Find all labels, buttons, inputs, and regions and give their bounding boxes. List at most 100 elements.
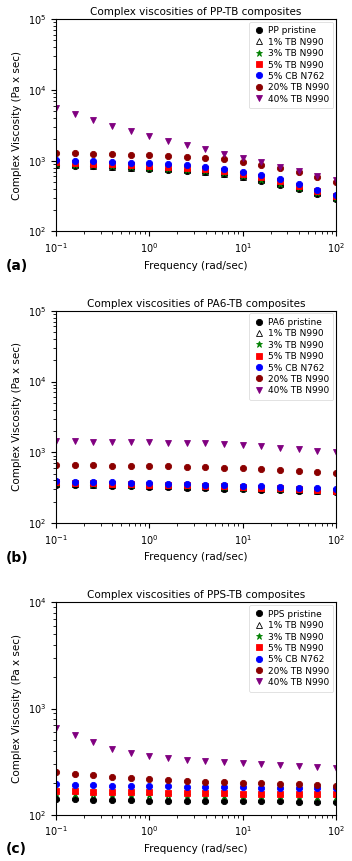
5% TB N990 xyxy=(147,480,151,490)
5% TB N990 xyxy=(222,166,226,177)
PP pristine xyxy=(240,172,245,183)
40% TB N990 xyxy=(240,152,245,163)
1% TB N990 xyxy=(110,162,114,172)
PA6 pristine xyxy=(334,486,338,497)
5% CB N762 xyxy=(110,477,114,487)
5% CB N762 xyxy=(184,782,189,792)
Line: PP pristine: PP pristine xyxy=(53,162,339,201)
5% CB N762 xyxy=(222,480,226,490)
1% TB N990 xyxy=(259,484,264,494)
40% TB N990 xyxy=(240,759,245,769)
1% TB N990 xyxy=(315,486,320,496)
1% TB N990 xyxy=(297,795,301,805)
PPS pristine xyxy=(278,796,282,807)
20% TB N990 xyxy=(334,177,338,187)
5% TB N990 xyxy=(278,176,282,186)
3% TB N990 xyxy=(166,480,170,491)
5% TB N990 xyxy=(147,160,151,170)
3% TB N990 xyxy=(73,159,77,170)
5% CB N762 xyxy=(91,156,95,166)
PA6 pristine xyxy=(222,484,226,494)
3% TB N990 xyxy=(147,790,151,800)
3% TB N990 xyxy=(315,188,320,198)
1% TB N990 xyxy=(147,480,151,491)
1% TB N990 xyxy=(128,480,133,491)
5% CB N762 xyxy=(184,160,189,170)
40% TB N990 xyxy=(203,756,207,766)
5% TB N990 xyxy=(110,159,114,170)
5% CB N762 xyxy=(73,476,77,486)
PPS pristine xyxy=(334,796,338,807)
1% TB N990 xyxy=(128,793,133,803)
1% TB N990 xyxy=(334,193,338,203)
1% TB N990 xyxy=(91,480,95,490)
20% TB N990 xyxy=(73,769,77,779)
5% TB N990 xyxy=(259,789,264,799)
PA6 pristine xyxy=(91,480,95,491)
Text: (b): (b) xyxy=(6,551,28,565)
20% TB N990 xyxy=(166,151,170,161)
40% TB N990 xyxy=(166,753,170,764)
Legend: PPS pristine, 1% TB N990, 3% TB N990, 5% TB N990, 5% CB N762, 20% TB N990, 40% T: PPS pristine, 1% TB N990, 3% TB N990, 5%… xyxy=(250,605,333,691)
5% CB N762 xyxy=(128,478,133,488)
5% CB N762 xyxy=(334,189,338,200)
20% TB N990 xyxy=(334,468,338,479)
40% TB N990 xyxy=(222,439,226,449)
5% CB N762 xyxy=(184,479,189,489)
20% TB N990 xyxy=(203,152,207,163)
5% TB N990 xyxy=(184,163,189,173)
5% CB N762 xyxy=(240,782,245,792)
1% TB N990 xyxy=(222,794,226,804)
Line: 5% CB N762: 5% CB N762 xyxy=(53,478,339,492)
3% TB N990 xyxy=(334,486,338,496)
Title: Complex viscosities of PPS-TB composites: Complex viscosities of PPS-TB composites xyxy=(87,590,305,600)
5% TB N990 xyxy=(297,789,301,799)
40% TB N990 xyxy=(54,723,58,734)
X-axis label: Frequency (rad/sec): Frequency (rad/sec) xyxy=(144,844,248,854)
5% TB N990 xyxy=(297,484,301,494)
3% TB N990 xyxy=(73,478,77,488)
1% TB N990 xyxy=(278,794,282,804)
20% TB N990 xyxy=(128,150,133,160)
40% TB N990 xyxy=(54,436,58,446)
PPS pristine xyxy=(203,796,207,806)
3% TB N990 xyxy=(110,161,114,171)
1% TB N990 xyxy=(166,481,170,492)
40% TB N990 xyxy=(166,136,170,146)
20% TB N990 xyxy=(184,776,189,786)
40% TB N990 xyxy=(297,444,301,455)
PPS pristine xyxy=(110,795,114,805)
1% TB N990 xyxy=(334,486,338,497)
Title: Complex viscosities of PP-TB composites: Complex viscosities of PP-TB composites xyxy=(90,7,302,17)
1% TB N990 xyxy=(91,792,95,802)
20% TB N990 xyxy=(147,461,151,471)
Line: 5% TB N990: 5% TB N990 xyxy=(53,480,339,494)
1% TB N990 xyxy=(110,480,114,490)
3% TB N990 xyxy=(54,788,58,798)
5% CB N762 xyxy=(240,480,245,491)
3% TB N990 xyxy=(73,789,77,799)
3% TB N990 xyxy=(184,790,189,801)
5% CB N762 xyxy=(203,782,207,792)
20% TB N990 xyxy=(54,460,58,470)
3% TB N990 xyxy=(240,791,245,802)
Line: 20% TB N990: 20% TB N990 xyxy=(53,461,339,476)
PP pristine xyxy=(297,183,301,194)
X-axis label: Frequency (rad/sec): Frequency (rad/sec) xyxy=(144,552,248,562)
5% CB N762 xyxy=(203,480,207,490)
5% TB N990 xyxy=(54,785,58,796)
5% CB N762 xyxy=(240,166,245,177)
5% CB N762 xyxy=(278,481,282,492)
1% TB N990 xyxy=(184,481,189,492)
1% TB N990 xyxy=(73,160,77,170)
PPS pristine xyxy=(128,795,133,805)
5% CB N762 xyxy=(110,780,114,790)
5% TB N990 xyxy=(334,486,338,496)
1% TB N990 xyxy=(297,485,301,495)
Legend: PP pristine, 1% TB N990, 3% TB N990, 5% TB N990, 5% CB N762, 20% TB N990, 40% TB: PP pristine, 1% TB N990, 3% TB N990, 5% … xyxy=(250,22,333,108)
PP pristine xyxy=(128,163,133,173)
PP pristine xyxy=(315,189,320,199)
3% TB N990 xyxy=(184,480,189,491)
Line: 5% CB N762: 5% CB N762 xyxy=(53,781,339,791)
5% CB N762 xyxy=(91,477,95,487)
